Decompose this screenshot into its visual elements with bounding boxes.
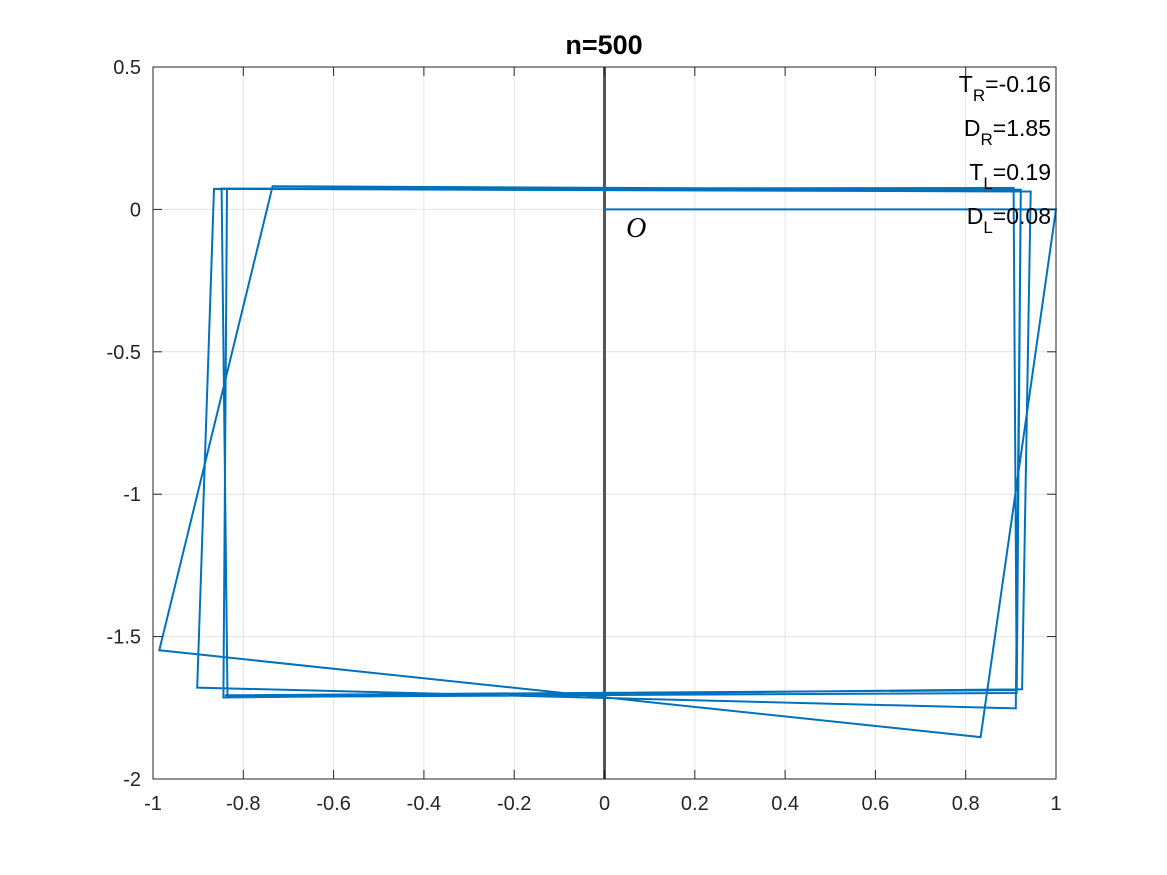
tick-labels: -1 -0.8 -0.6 -0.4 -0.2 0 0.2 0.4 0.6 0.8 1 -2 -1.5 -1… <box>107 57 1062 815</box>
annotation-d-r: DR=1.85 <box>964 115 1051 149</box>
x-tick-label: 0.8 <box>952 793 980 815</box>
annotations: TR=-0.16 DR=1.85 TL=0.19 DL=0.08 <box>959 71 1051 237</box>
x-tick-label: 0.4 <box>771 793 799 815</box>
x-tick-label: 0 <box>599 793 610 815</box>
ticks <box>152 66 1057 780</box>
annotation-d-l: DL=0.08 <box>967 203 1051 237</box>
y-tick-label: -1.5 <box>107 627 141 649</box>
y-tick-label: -2 <box>123 769 141 791</box>
x-tick-label: 0.2 <box>681 793 709 815</box>
y-tick-label: 0.5 <box>113 57 141 79</box>
y-tick-label: -0.5 <box>107 342 141 364</box>
series <box>158 185 1058 739</box>
x-tick-label: -0.8 <box>226 793 260 815</box>
x-tick-label: 0.6 <box>861 793 889 815</box>
y-tick-label: 0 <box>130 199 141 221</box>
y-tick-label: -1 <box>123 484 141 506</box>
annotation-t-l: TL=0.19 <box>969 159 1051 193</box>
x-tick-label: -1 <box>144 793 162 815</box>
x-tick-label: -0.2 <box>497 793 531 815</box>
x-tick-label: 1 <box>1050 793 1061 815</box>
annotation-t-r: TR=-0.16 <box>959 71 1051 105</box>
x-tick-label: -0.6 <box>316 793 350 815</box>
x-tick-label: -0.4 <box>407 793 441 815</box>
series-line <box>158 185 1058 739</box>
origin-label: O <box>626 213 646 244</box>
chart-title: n=500 <box>565 30 642 60</box>
